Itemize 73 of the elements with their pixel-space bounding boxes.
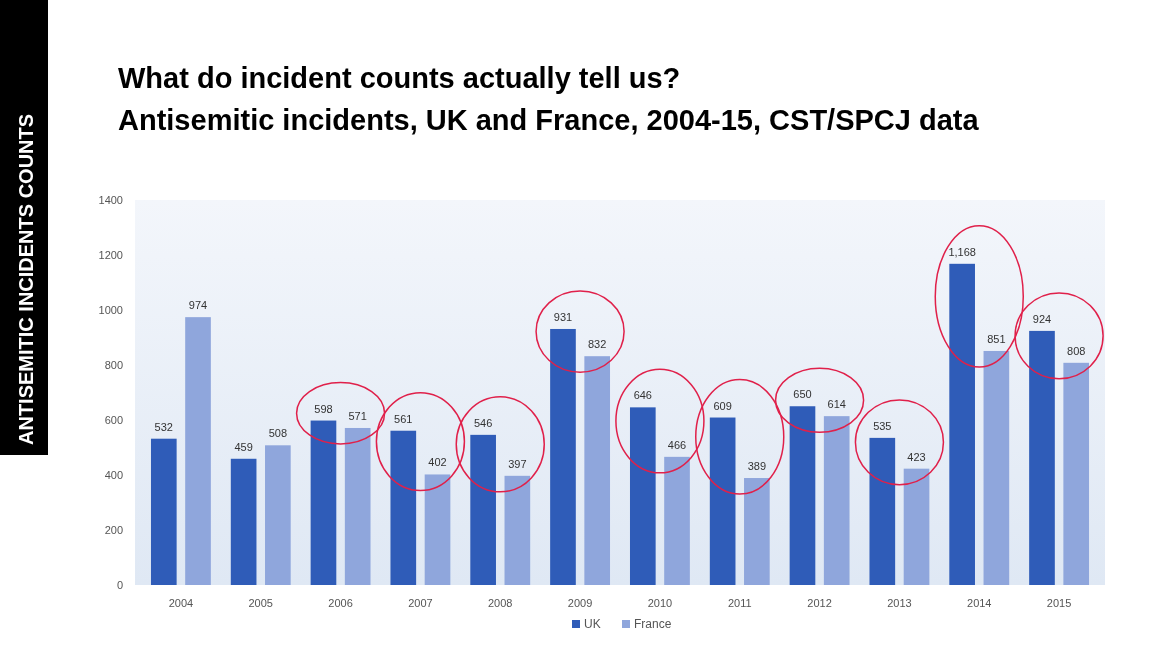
data-label: 609 — [713, 399, 732, 412]
x-tick-label: 2014 — [967, 597, 992, 609]
data-label: 571 — [348, 409, 367, 422]
legend-label: UK — [584, 617, 601, 631]
y-tick-label: 1400 — [98, 194, 123, 206]
bar — [823, 416, 850, 585]
data-label: 832 — [588, 338, 607, 351]
x-tick-label: 2012 — [807, 597, 832, 609]
y-tick-label: 1000 — [98, 304, 123, 316]
data-label: 974 — [188, 299, 208, 312]
y-tick-label: 200 — [104, 524, 123, 536]
bar — [903, 468, 930, 585]
x-tick-label: 2013 — [887, 597, 912, 609]
data-label: 851 — [987, 332, 1006, 345]
x-tick-label: 2005 — [248, 597, 273, 609]
bar — [424, 474, 451, 585]
bar — [744, 478, 770, 585]
bar — [709, 417, 736, 585]
bar — [584, 356, 611, 585]
y-tick-label: 0 — [116, 579, 123, 591]
x-tick-label: 2011 — [727, 597, 752, 609]
y-tick-label: 1200 — [98, 249, 123, 261]
text: ANTISEMITIC INCIDENTS COUNTS — [15, 113, 37, 445]
y-tick-label: 800 — [104, 359, 123, 371]
y-tick-label: 400 — [104, 469, 123, 481]
bar — [185, 317, 211, 585]
data-label: 546 — [473, 416, 493, 429]
bar — [550, 328, 576, 585]
bar — [310, 420, 337, 585]
data-label: 808 — [1067, 344, 1086, 357]
bar — [150, 438, 177, 585]
bar — [230, 458, 257, 585]
data-label: 466 — [667, 438, 687, 451]
data-label: 423 — [907, 450, 926, 463]
chart-subtitle: Antisemitic incidents, UK and France, 2004-15, CST/SPCJ data — [118, 104, 980, 136]
data-label: 397 — [508, 457, 527, 470]
bar — [869, 437, 896, 585]
bar — [390, 430, 417, 585]
data-label: 1,168 — [948, 245, 976, 258]
chart-title: What do incident counts actually tell us? — [118, 62, 681, 94]
data-label: 931 — [553, 310, 573, 323]
data-label: 924 — [1032, 312, 1052, 325]
data-label: 614 — [827, 398, 846, 411]
bar — [1029, 330, 1055, 585]
bar — [789, 406, 816, 585]
bar — [664, 456, 690, 585]
x-tick-label: 2008 — [488, 597, 513, 609]
data-label: 646 — [633, 389, 652, 402]
data-label: 561 — [394, 412, 413, 425]
bar — [504, 475, 531, 585]
bar — [629, 407, 656, 585]
data-label: 459 — [234, 440, 253, 453]
x-tick-label: 2006 — [328, 597, 353, 609]
data-label: 402 — [428, 456, 447, 469]
x-tick-label: 2010 — [647, 597, 673, 609]
data-label: 508 — [268, 427, 288, 440]
x-tick-label: 2004 — [168, 597, 194, 609]
x-tick-label: 2007 — [408, 597, 433, 609]
bar — [344, 427, 371, 585]
bar — [1063, 362, 1090, 585]
bar — [265, 445, 291, 585]
x-tick-label: 2015 — [1046, 597, 1072, 609]
y-tick-label: 600 — [104, 414, 123, 426]
x-tick-label: 2009 — [567, 597, 593, 609]
data-label: 532 — [154, 420, 173, 433]
legend-label: France — [634, 617, 672, 631]
data-label: 598 — [314, 402, 333, 415]
bar — [983, 350, 1010, 585]
data-label: 650 — [793, 388, 812, 401]
bar — [949, 263, 975, 585]
data-label: 535 — [873, 419, 892, 432]
bar — [470, 434, 496, 585]
data-label: 389 — [747, 460, 767, 473]
